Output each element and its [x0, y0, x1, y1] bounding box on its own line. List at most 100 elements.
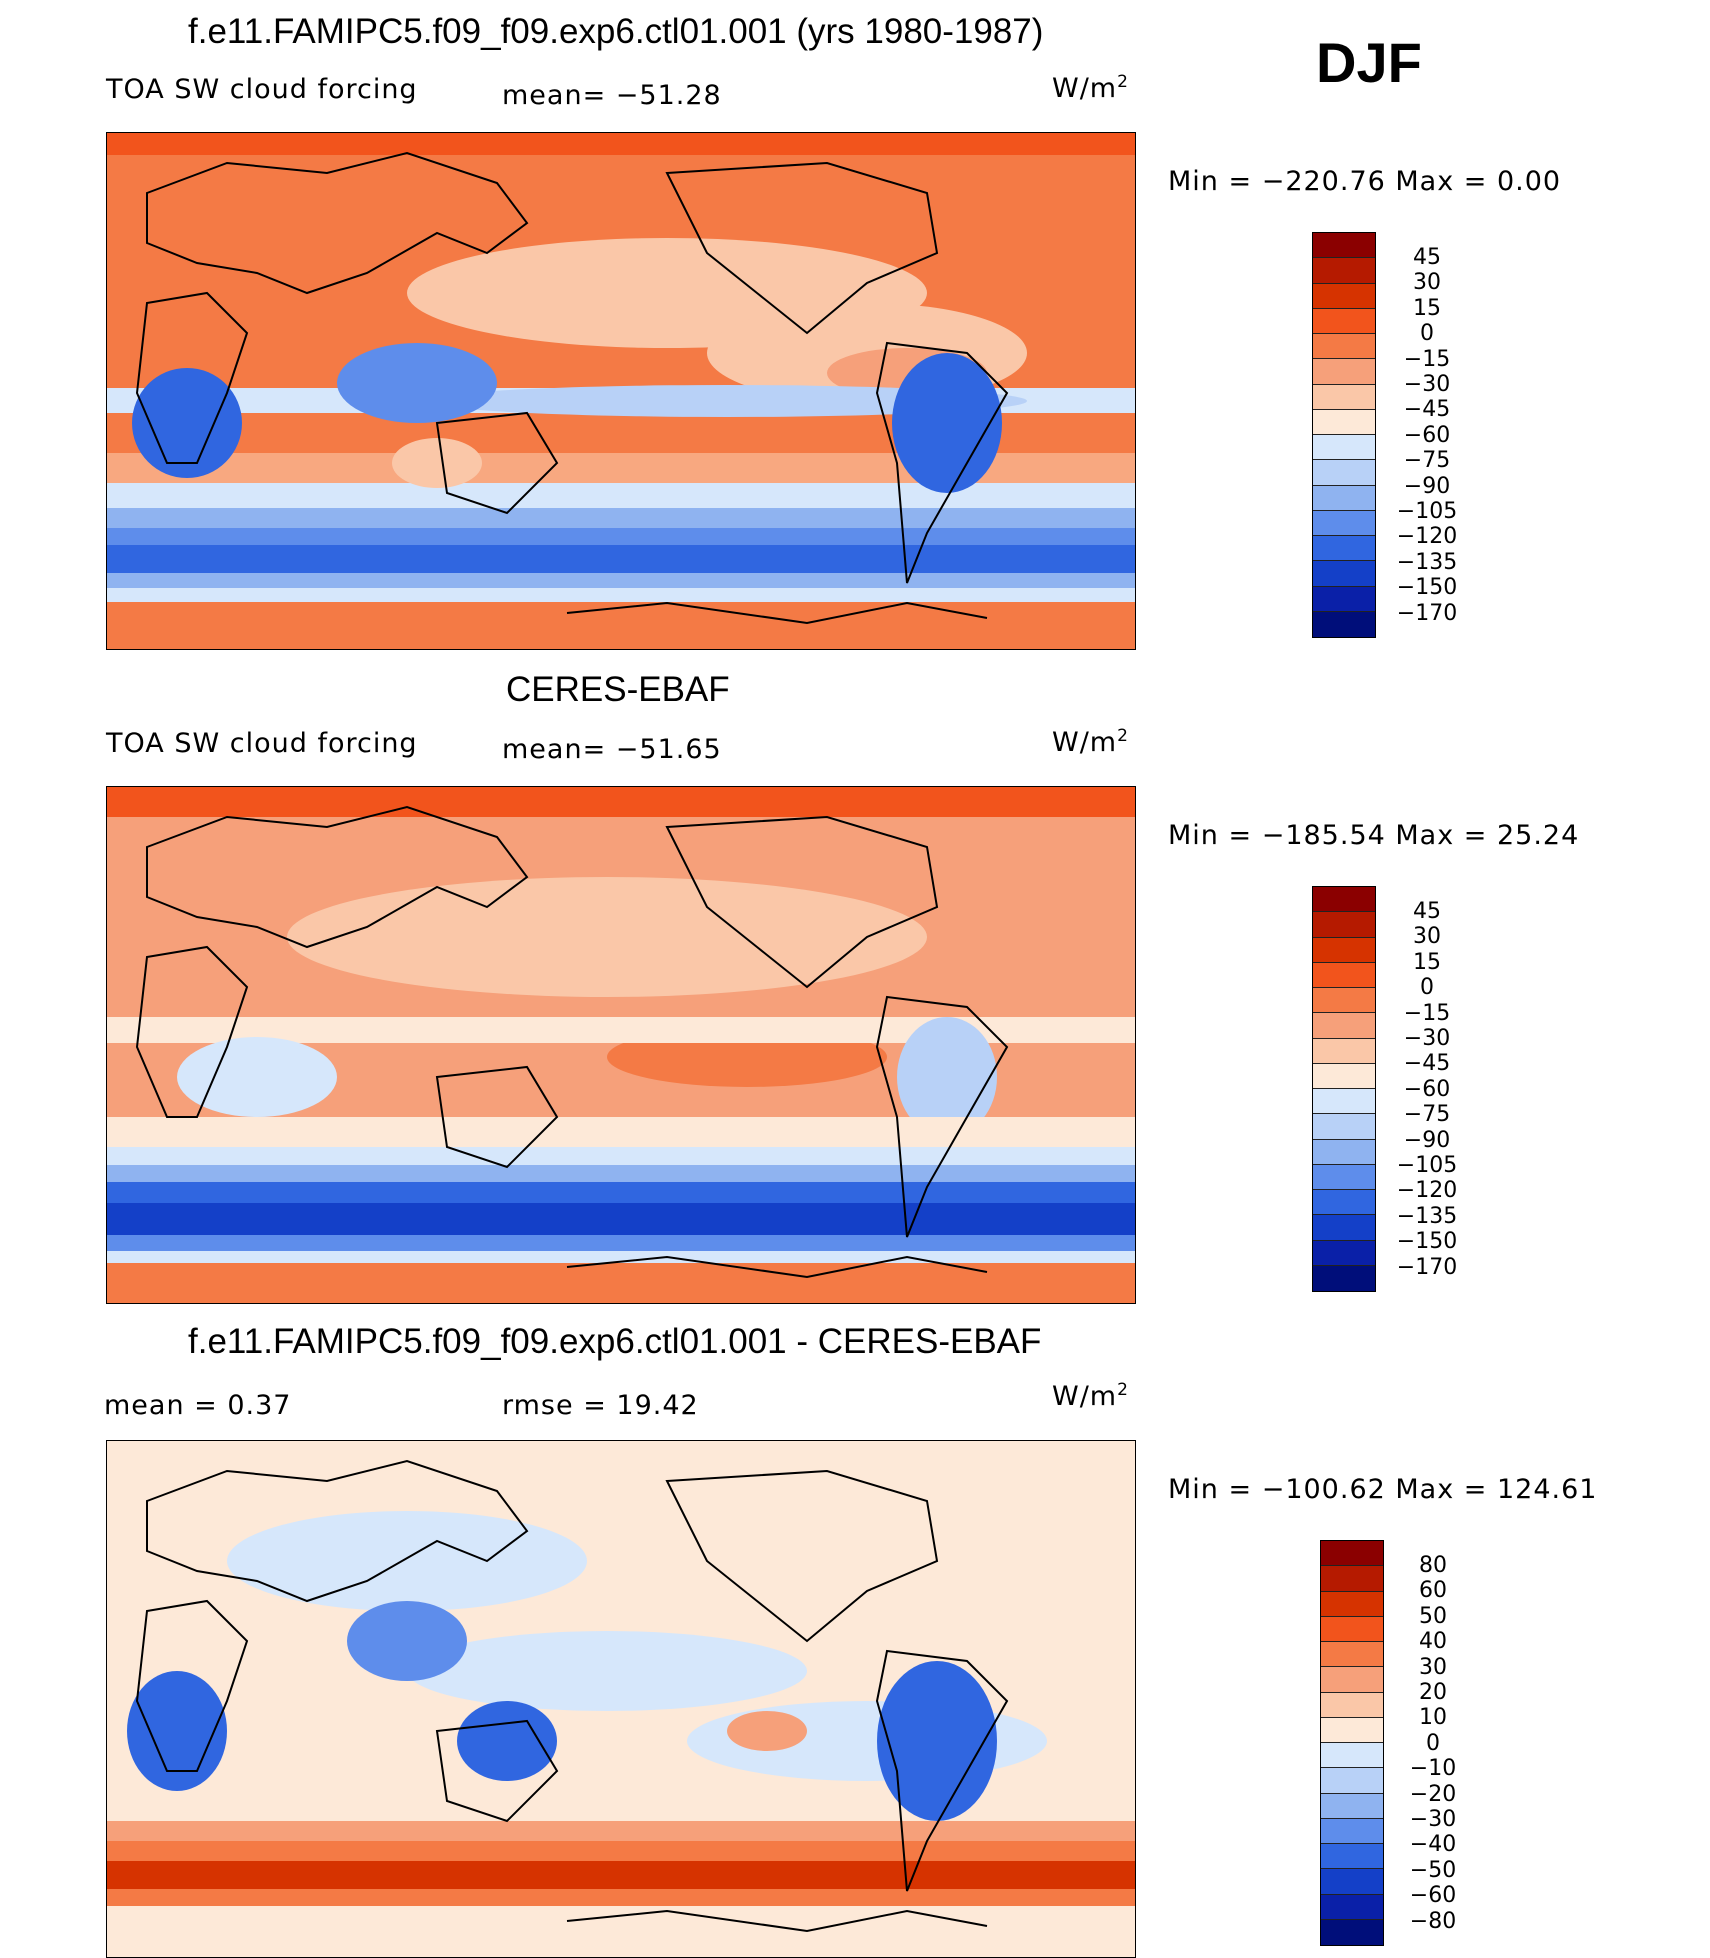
- colorbar-swatch: [1321, 1869, 1383, 1895]
- colorbar-swatch: [1313, 988, 1375, 1014]
- panel-3-minmax: Min = −100.62 Max = 124.61: [1168, 1474, 1598, 1505]
- colorbar-tick-label: −15: [1403, 346, 1451, 372]
- colorbar-tick-label: −90: [1403, 1127, 1451, 1153]
- colorbar-tick-label: −40: [1409, 1832, 1457, 1858]
- colorbar-swatch: [1313, 510, 1375, 536]
- colorbar-swatch: [1313, 1038, 1375, 1064]
- colorbar-swatch: [1321, 1768, 1383, 1794]
- colorbar-tick-label: 0: [1420, 321, 1434, 347]
- colorbar-swatch: [1313, 258, 1375, 284]
- colorbar-tick-label: 10: [1419, 1705, 1447, 1731]
- colorbar-labels-panel-1: 45 30 15 0 −15 −30 −45 −60 −75 −90 −105 −120 −135 −15…: [1392, 245, 1462, 626]
- colorbar-tick-label: −150: [1396, 1229, 1458, 1255]
- colorbar-swatch: [1313, 1190, 1375, 1216]
- colorbar-swatch: [1321, 1591, 1383, 1617]
- colorbar-tick-label: −60: [1403, 422, 1451, 448]
- colorbar-swatch: [1321, 1717, 1383, 1743]
- colorbar-swatch: [1313, 962, 1375, 988]
- colorbar-swatch: [1313, 1265, 1375, 1291]
- colorbar-swatch: [1321, 1541, 1383, 1567]
- colorbar-tick-label: 0: [1426, 1730, 1440, 1756]
- colorbar-swatch: [1321, 1667, 1383, 1693]
- colorbar-swatch: [1321, 1818, 1383, 1844]
- colorbar-swatch: [1313, 1139, 1375, 1165]
- panel-2-variable-label: TOA SW cloud forcing: [106, 728, 418, 759]
- colorbar-tick-label: −150: [1396, 575, 1458, 601]
- colorbar-tick-label: 45: [1413, 899, 1441, 924]
- colorbar-swatch: [1313, 233, 1375, 259]
- colorbar-tick-label: −90: [1403, 473, 1451, 499]
- colorbar-swatch: [1321, 1919, 1383, 1945]
- season-label: DJF: [1316, 31, 1422, 94]
- colorbar-swatch: [1313, 887, 1375, 913]
- colorbar-tick-label: −15: [1403, 1000, 1451, 1026]
- colorbar-panel-2: [1312, 886, 1376, 1292]
- colorbar-swatch: [1313, 409, 1375, 435]
- colorbar-tick-label: −45: [1403, 1051, 1451, 1077]
- colorbar-tick-label: 80: [1419, 1553, 1447, 1578]
- colorbar-labels-panel-2: 45 30 15 0 −15 −30 −45 −60 −75 −90 −105 −120 −135 −15…: [1392, 899, 1462, 1280]
- panel-3-title: f.e11.FAMIPC5.f09_f09.exp6.ctl01.001 - C…: [188, 1322, 1042, 1361]
- panel-2-mean: mean= −51.65: [502, 734, 722, 765]
- panel-3-mean: mean = 0.37: [104, 1390, 292, 1421]
- colorbar-swatch: [1313, 1063, 1375, 1089]
- panel-1-mean: mean= −51.28: [502, 80, 722, 111]
- colorbar-swatch: [1313, 611, 1375, 637]
- colorbar-panel-1: [1312, 232, 1376, 638]
- panel-3-rmse: rmse = 19.42: [502, 1390, 699, 1421]
- colorbar-swatch: [1313, 460, 1375, 486]
- colorbar-tick-label: 45: [1413, 245, 1441, 270]
- colorbar-swatch: [1313, 359, 1375, 385]
- colorbar-swatch: [1313, 1215, 1375, 1241]
- colorbar-swatch: [1321, 1616, 1383, 1642]
- colorbar-swatch: [1313, 1164, 1375, 1190]
- panel-1-minmax: Min = −220.76 Max = 0.00: [1168, 166, 1562, 197]
- colorbar-tick-label: −10: [1409, 1756, 1457, 1782]
- colorbar-swatch: [1313, 536, 1375, 562]
- colorbar-swatch: [1313, 1240, 1375, 1266]
- map-panel-2: [106, 786, 1136, 1304]
- colorbar-tick-label: −30: [1409, 1807, 1457, 1833]
- colorbar-swatch: [1321, 1642, 1383, 1668]
- colorbar-tick-label: −135: [1396, 549, 1458, 575]
- colorbar-swatch: [1321, 1793, 1383, 1819]
- colorbar-tick-label: 30: [1413, 270, 1441, 296]
- colorbar-tick-label: −135: [1396, 1203, 1458, 1229]
- colorbar-tick-label: 40: [1419, 1629, 1447, 1655]
- colorbar-tick-label: −120: [1396, 524, 1458, 550]
- colorbar-swatch: [1313, 561, 1375, 587]
- colorbar-swatch: [1313, 912, 1375, 938]
- colorbar-tick-label: −75: [1403, 1102, 1451, 1128]
- colorbar-tick-label: −20: [1409, 1781, 1457, 1807]
- colorbar-swatch: [1313, 435, 1375, 461]
- colorbar-tick-label: −80: [1409, 1908, 1457, 1934]
- colorbar-tick-label: 30: [1419, 1654, 1447, 1680]
- colorbar-swatch: [1313, 334, 1375, 360]
- panel-3-units: W/m2: [1052, 1380, 1129, 1412]
- colorbar-labels-panel-3: 80 60 50 40 30 20 10 0 −10 −20 −30 −40 −50 −60 −80: [1398, 1553, 1468, 1934]
- colorbar-tick-label: −30: [1403, 1026, 1451, 1052]
- colorbar-swatch: [1321, 1844, 1383, 1870]
- colorbar-tick-label: 50: [1419, 1603, 1447, 1629]
- map-panel-1: [106, 132, 1136, 650]
- colorbar-tick-label: −105: [1396, 1153, 1458, 1179]
- panel-1-units: W/m2: [1052, 72, 1129, 104]
- colorbar-tick-label: −45: [1403, 397, 1451, 423]
- colorbar-swatch: [1313, 308, 1375, 334]
- colorbar-tick-label: −120: [1396, 1178, 1458, 1204]
- colorbar-swatch: [1313, 485, 1375, 511]
- panel-1-title: f.e11.FAMIPC5.f09_f09.exp6.ctl01.001 (yr…: [188, 12, 1044, 51]
- panel-2-title: CERES-EBAF: [506, 670, 730, 709]
- colorbar-swatch: [1313, 384, 1375, 410]
- colorbar-swatch: [1313, 586, 1375, 612]
- colorbar-tick-label: 15: [1413, 949, 1441, 975]
- colorbar-swatch: [1313, 1013, 1375, 1039]
- colorbar-tick-label: −105: [1396, 499, 1458, 525]
- colorbar-swatch: [1321, 1692, 1383, 1718]
- colorbar-swatch: [1313, 1089, 1375, 1115]
- colorbar-tick-label: 20: [1419, 1680, 1447, 1706]
- colorbar-panel-3: [1320, 1540, 1384, 1946]
- map-panel-3: [106, 1440, 1136, 1958]
- colorbar-swatch: [1313, 1114, 1375, 1140]
- colorbar-swatch: [1321, 1566, 1383, 1592]
